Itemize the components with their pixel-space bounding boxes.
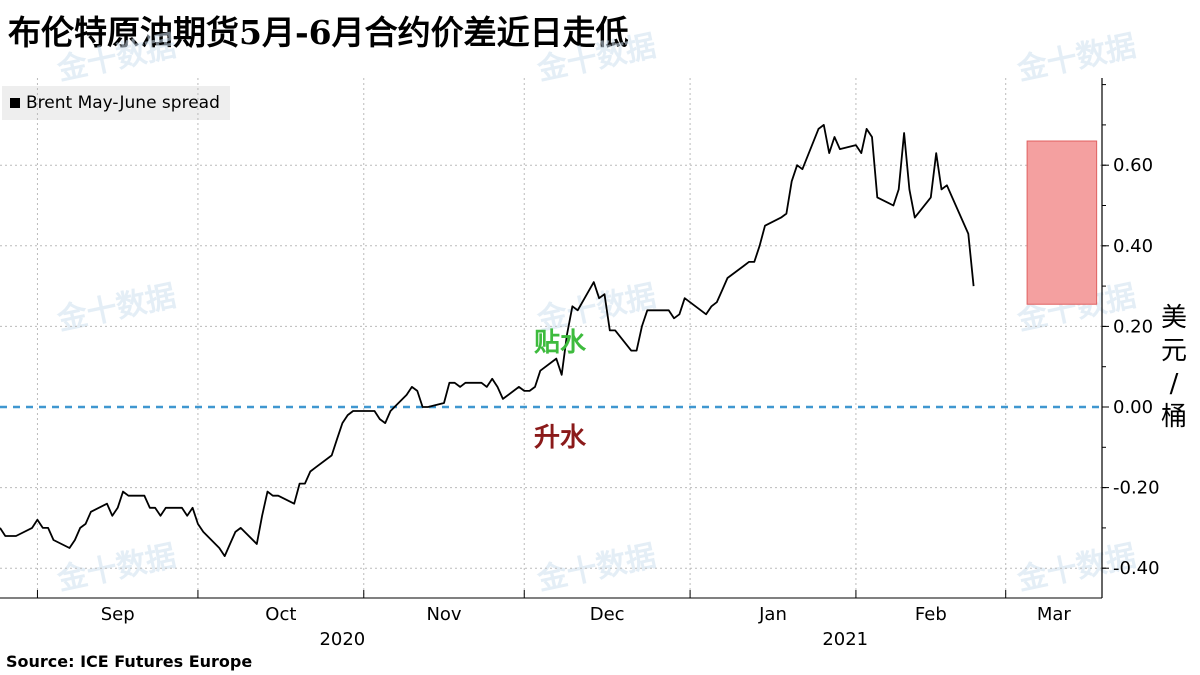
legend-label: Brent May-June spread — [26, 93, 220, 113]
y-tick-label: 0.00 — [1113, 397, 1153, 418]
y-tick-label: 0.20 — [1113, 316, 1153, 337]
annotation-premium: 升水 — [534, 423, 587, 453]
chart-title: 布伦特原油期货5月-6月合约价差近日走低 — [8, 13, 629, 52]
x-tick-label: Mar — [1037, 604, 1072, 625]
x-tick-label: Nov — [426, 604, 461, 625]
y-tick-label: 0.60 — [1113, 155, 1153, 176]
legend-swatch — [10, 98, 20, 108]
x-year-label: 2020 — [319, 629, 365, 650]
y-tick-label: -0.40 — [1113, 558, 1160, 579]
x-tick-label: Sep — [101, 604, 135, 625]
highlight-box — [1026, 140, 1098, 305]
source-note: Source: ICE Futures Europe — [6, 652, 253, 671]
unit-char: / — [1169, 369, 1179, 399]
x-tick-label: Oct — [265, 604, 296, 625]
watermark-text: 金十数据 — [1013, 29, 1139, 88]
watermark-text: 金十数据 — [533, 29, 659, 88]
unit-char: 桶 — [1160, 402, 1187, 432]
watermark-text: 金十数据 — [53, 279, 179, 338]
x-year-label: 2021 — [822, 629, 868, 650]
unit-char: 美 — [1160, 303, 1187, 333]
series-line-brent-spread — [0, 124, 975, 557]
watermark-text: 金十数据 — [53, 29, 179, 88]
annotation-discount: 贴水 — [534, 328, 587, 358]
y-tick-label: 0.40 — [1113, 236, 1153, 257]
y-tick-label: -0.20 — [1113, 478, 1160, 499]
x-tick-label: Jan — [758, 604, 787, 625]
y-axis-unit-label: 美 元 / 桶 — [1158, 302, 1190, 434]
x-tick-label: Dec — [590, 604, 625, 625]
unit-char: 元 — [1160, 336, 1187, 366]
legend: Brent May-June spread — [2, 86, 230, 120]
x-tick-label: Feb — [915, 604, 947, 625]
